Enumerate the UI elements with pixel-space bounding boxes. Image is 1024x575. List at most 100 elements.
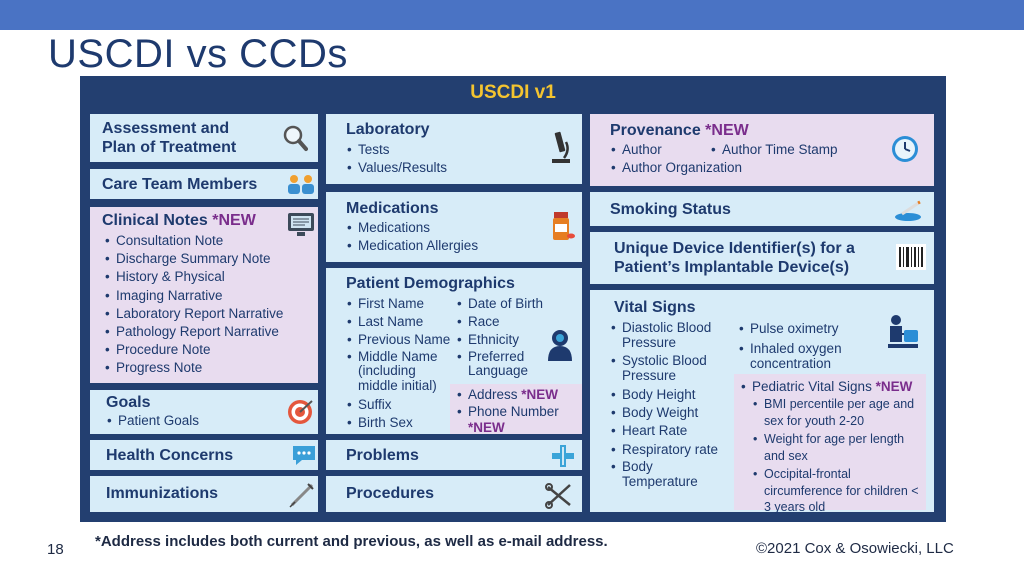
list-item: Discharge Summary Note [104, 250, 283, 268]
list-item: Body Weight [610, 404, 730, 422]
bp-cuff-icon [888, 315, 918, 348]
target-icon [288, 400, 313, 424]
magnifier-icon [283, 125, 308, 151]
vitals-left-list: Diastolic Blood Pressure Systolic Blood … [610, 320, 730, 489]
list-item: Inhaled oxygen concentration [738, 341, 858, 371]
problems-box: Problems [326, 440, 582, 470]
ashtray-icon [895, 200, 921, 221]
laboratory-list: Tests Values/Results [346, 141, 447, 178]
slide-title: USCDI vs CCDs [48, 32, 348, 76]
patient-icon [548, 330, 572, 361]
pediatric-vitals-title: Pediatric Vital Signs *NEW [740, 378, 924, 396]
list-item: Race [456, 313, 544, 331]
list-item: Patient Goals [106, 412, 199, 430]
list-item: First Name [346, 295, 458, 313]
uscdi-panel: USCDI v1 Assessment and Plan of Treatmen… [80, 76, 946, 522]
smoking-title: Smoking Status [610, 201, 731, 218]
vitals-title: Vital Signs [614, 299, 696, 316]
goals-box: Goals Patient Goals [90, 390, 318, 434]
list-item: Suffix [346, 396, 458, 414]
page-number: 18 [47, 541, 64, 558]
list-item: Laboratory Report Narrative [104, 305, 283, 323]
list-item: Body Temperature [610, 459, 730, 489]
immunizations-box: Immunizations [90, 476, 318, 512]
goals-title: Goals [106, 394, 151, 411]
barcode-icon [896, 244, 926, 270]
health-concerns-title: Health Concerns [106, 447, 234, 464]
laboratory-box: Laboratory Tests Values/Results [326, 114, 582, 184]
provenance-title: Provenance *NEW [610, 122, 749, 139]
syringe-icon [289, 483, 314, 508]
list-item: Diastolic Blood Pressure [610, 320, 730, 350]
medications-list: Medications Medication Allergies [346, 219, 478, 256]
assessment-title: Assessment and Plan of Treatment [102, 120, 237, 156]
health-concerns-box: Health Concerns [90, 440, 318, 470]
copyright: ©2021 Cox & Osowiecki, LLC [756, 540, 954, 557]
udi-box: Unique Device Identifier(s) for a Patien… [590, 232, 934, 284]
pill-bottle-icon [553, 212, 575, 240]
provenance-box: Provenance *NEW Author Author Organizati… [590, 114, 934, 186]
demographics-left-list: First Name Last Name Previous Name Middl… [346, 295, 458, 433]
medications-title: Medications [346, 200, 439, 217]
list-item: Middle Name (including middle initial) [346, 349, 458, 394]
demographics-title: Patient Demographics [346, 275, 515, 292]
clinical-notes-list: Consultation Note Discharge Summary Note… [104, 232, 283, 378]
list-item: Address *NEW [456, 386, 580, 404]
list-item: Birth Sex [346, 414, 458, 432]
provenance-list-right: Author Time Stamp [710, 141, 838, 159]
list-item: Imaging Narrative [104, 287, 283, 305]
list-item: Preferred Language [456, 349, 544, 379]
medications-box: Medications Medications Medication Aller… [326, 192, 582, 262]
list-item: BMI percentile per age and sex for youth… [752, 396, 920, 429]
list-item: Occipital-frontal circumference for chil… [752, 466, 920, 516]
list-item: Procedure Note [104, 341, 283, 359]
monitor-icon [288, 213, 314, 236]
list-item: History & Physical [104, 268, 283, 286]
smoking-box: Smoking Status [590, 192, 934, 226]
chat-bubble-icon [293, 446, 315, 465]
vitals-right-list: Pulse oximetry Inhaled oxygen concentrat… [738, 320, 858, 371]
list-item: Medication Allergies [346, 237, 478, 255]
demographics-new-list: Address *NEW Phone Number *NEW [456, 386, 580, 435]
list-item: Consultation Note [104, 232, 283, 250]
panel-header: USCDI v1 [470, 82, 556, 103]
demographics-right-list: Date of Birth Race Ethnicity Preferred L… [456, 295, 544, 379]
list-item: Respiratory rate [610, 441, 730, 459]
list-item: Phone Number *NEW [456, 404, 580, 435]
caduceus-icon [552, 445, 574, 467]
assessment-box: Assessment and Plan of Treatment [90, 114, 318, 162]
list-item: Author Time Stamp [710, 141, 838, 159]
list-item: Pathology Report Narrative [104, 323, 283, 341]
pediatric-title-list: Pediatric Vital Signs *NEW [740, 378, 924, 396]
immunizations-title: Immunizations [106, 485, 219, 502]
demographics-new-box: Address *NEW Phone Number *NEW [450, 384, 582, 435]
list-item: Heart Rate [610, 422, 730, 440]
procedures-box: Procedures [326, 476, 582, 512]
vitals-box: Vital Signs Diastolic Blood Pressure Sys… [590, 290, 934, 514]
provenance-list-left: Author Author Organization [610, 141, 742, 178]
surgical-tools-icon [545, 483, 571, 509]
list-item: Body Height [610, 386, 730, 404]
laboratory-title: Laboratory [346, 121, 430, 138]
clock-icon [892, 136, 918, 162]
list-item: Progress Note [104, 359, 283, 377]
list-item: Systolic Blood Pressure [610, 353, 730, 383]
problems-title: Problems [346, 447, 419, 464]
list-item: Pulse oximetry [738, 320, 858, 338]
list-item: Weight for age per length and sex [752, 431, 920, 464]
list-item: Previous Name [346, 331, 458, 349]
list-item: Tests [346, 141, 447, 159]
list-item: Medications [346, 219, 478, 237]
microscope-icon [552, 131, 570, 163]
clinical-notes-box: Clinical Notes *NEW Consultation Note Di… [90, 207, 318, 383]
list-item: Author Organization [610, 159, 742, 177]
people-icon [288, 175, 314, 194]
pediatric-vitals-box: Pediatric Vital Signs *NEW BMI percentil… [734, 374, 926, 514]
procedures-title: Procedures [346, 485, 435, 502]
demographics-box: Patient Demographics First Name Last Nam… [326, 268, 582, 435]
list-item: Author [610, 141, 742, 159]
care-team-box: Care Team Members [90, 169, 318, 199]
pediatric-vitals-list: BMI percentile per age and sex for youth… [752, 396, 920, 516]
udi-title: Unique Device Identifier(s) for a Patien… [614, 240, 855, 276]
list-item: Last Name [346, 313, 458, 331]
